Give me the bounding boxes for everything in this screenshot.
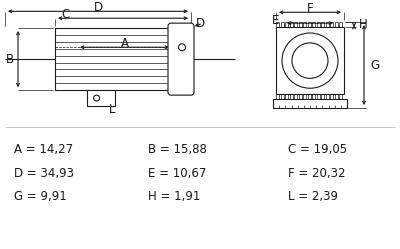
Text: G = 9,91: G = 9,91 bbox=[14, 190, 67, 203]
Text: B: B bbox=[6, 53, 14, 66]
Circle shape bbox=[94, 95, 100, 101]
Bar bbox=[273, 99, 347, 108]
Text: D = 34,93: D = 34,93 bbox=[14, 167, 74, 180]
Text: A = 14,27: A = 14,27 bbox=[14, 143, 73, 156]
Text: E = 10,67: E = 10,67 bbox=[148, 167, 206, 180]
Text: D: D bbox=[94, 1, 102, 14]
Text: C: C bbox=[61, 8, 69, 21]
Text: A: A bbox=[120, 37, 128, 50]
Bar bbox=[55, 28, 175, 90]
Text: E: E bbox=[272, 14, 279, 27]
Text: B = 15,88: B = 15,88 bbox=[148, 143, 207, 156]
Text: F: F bbox=[307, 2, 313, 15]
Circle shape bbox=[178, 44, 186, 51]
Circle shape bbox=[282, 33, 338, 88]
Text: H = 1,91: H = 1,91 bbox=[148, 190, 200, 203]
Text: L: L bbox=[109, 103, 115, 116]
Text: C = 19,05: C = 19,05 bbox=[288, 143, 347, 156]
Text: G: G bbox=[370, 59, 379, 71]
Circle shape bbox=[292, 43, 328, 78]
Text: F = 20,32: F = 20,32 bbox=[288, 167, 346, 180]
FancyBboxPatch shape bbox=[168, 23, 194, 95]
Text: L = 2,39: L = 2,39 bbox=[288, 190, 338, 203]
Text: H: H bbox=[359, 18, 368, 31]
Bar bbox=[86, 90, 114, 106]
Text: D: D bbox=[196, 17, 205, 30]
